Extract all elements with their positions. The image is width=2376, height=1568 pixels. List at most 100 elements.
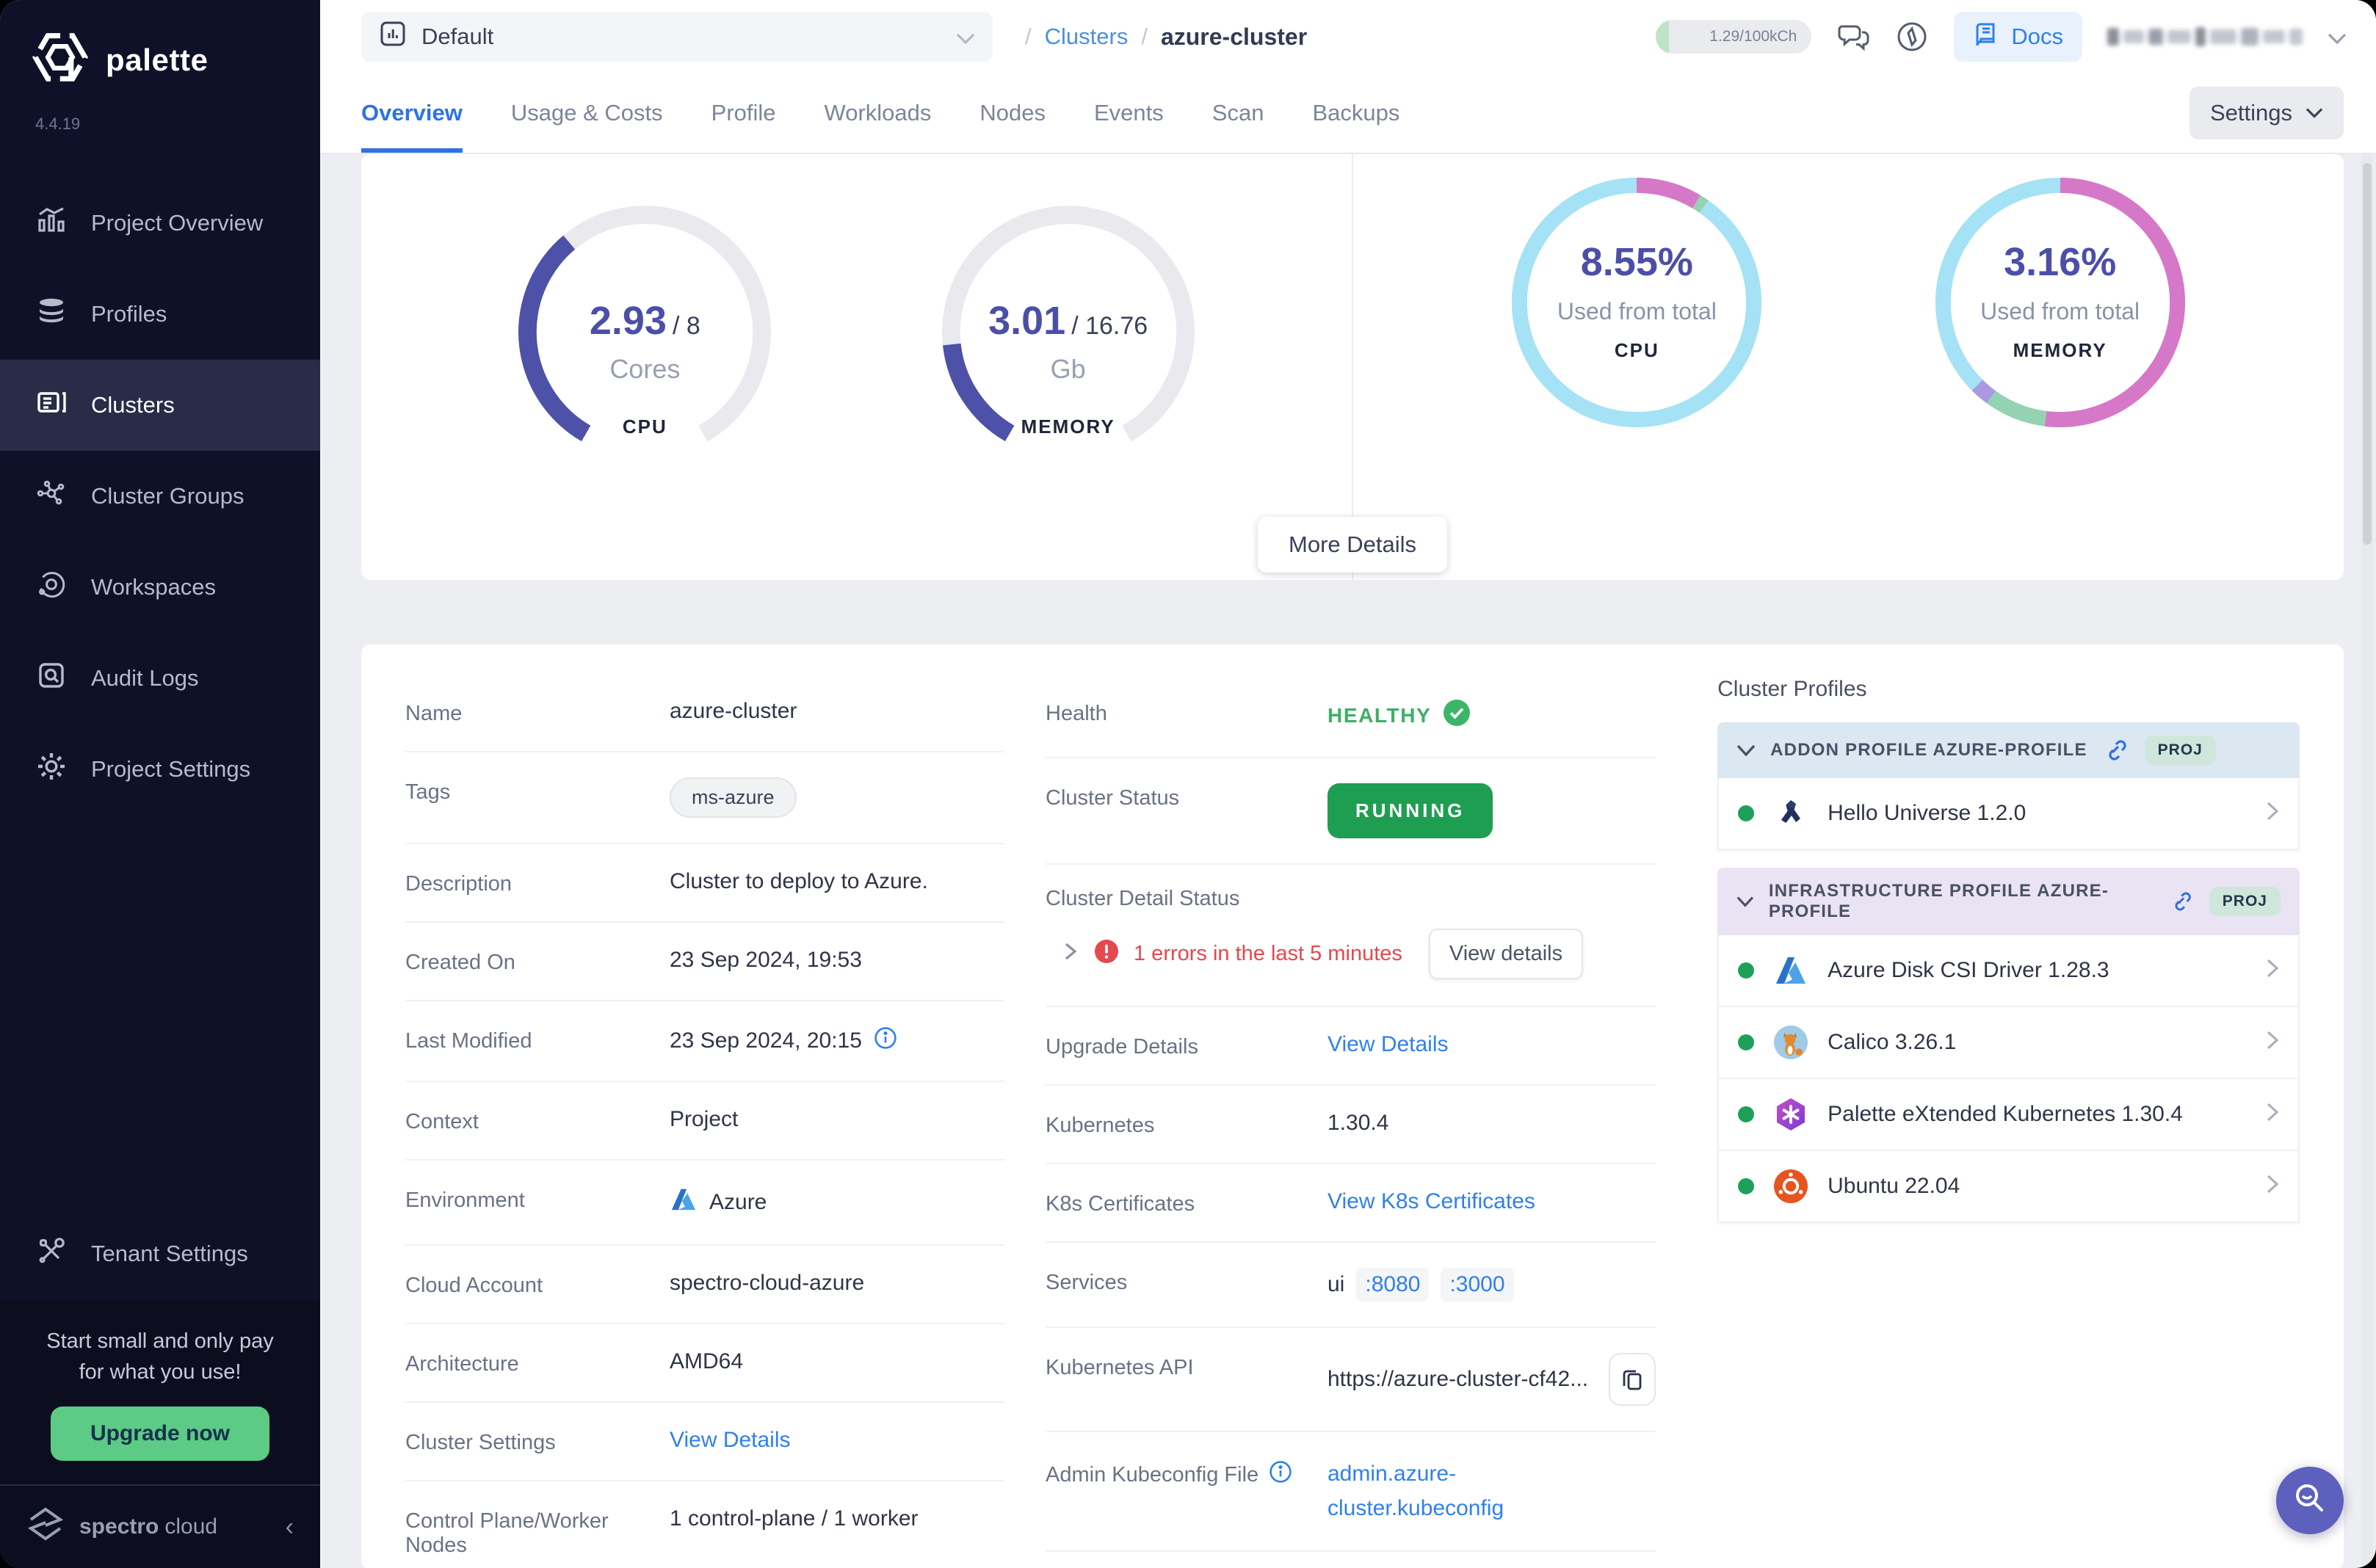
tab-usage-costs[interactable]: Usage & Costs bbox=[510, 100, 663, 126]
breadcrumb-separator: / bbox=[1141, 23, 1148, 49]
upgrade-now-button[interactable]: Upgrade now bbox=[50, 1407, 269, 1461]
azure-icon bbox=[670, 1186, 698, 1219]
sidebar-item-workspaces[interactable]: Workspaces bbox=[0, 542, 320, 633]
row-label: Cloud Account bbox=[405, 1274, 543, 1297]
memory-used-value: 3.01 bbox=[988, 299, 1066, 343]
row-label: Admin Kubeconfig File bbox=[1046, 1462, 1259, 1487]
error-view-details-button[interactable]: View details bbox=[1428, 929, 1584, 979]
collapse-sidebar-icon[interactable]: ‹ bbox=[285, 1512, 294, 1541]
user-name-redacted[interactable] bbox=[2107, 27, 2303, 46]
row-cloud-account: Cloud Account spectro-cloud-azure bbox=[405, 1246, 1004, 1324]
chevron-down-icon bbox=[956, 23, 975, 51]
feedback-chat-icon[interactable] bbox=[1836, 20, 1870, 54]
addon-profile-header[interactable]: ADDON PROFILE AZURE-PROFILE PROJ bbox=[1717, 722, 2300, 778]
calico-icon bbox=[1772, 1023, 1810, 1061]
context-value: Project bbox=[670, 1107, 739, 1131]
azure-icon bbox=[1772, 951, 1810, 990]
docs-button[interactable]: Docs bbox=[1954, 12, 2082, 62]
breadcrumb-current: azure-cluster bbox=[1160, 23, 1308, 50]
row-health: Health HEALTHY bbox=[1046, 674, 1656, 758]
row-cluster-settings: Cluster Settings View Details bbox=[405, 1403, 1004, 1481]
cluster-settings-view-details-link[interactable]: View Details bbox=[670, 1428, 791, 1452]
scrollbar[interactable] bbox=[2361, 154, 2373, 1568]
card-divider bbox=[1352, 154, 1353, 580]
pack-status-dot bbox=[1738, 1106, 1755, 1122]
service-port-link[interactable]: :8080 bbox=[1356, 1268, 1430, 1302]
cluster-name-value: azure-cluster bbox=[670, 699, 797, 723]
row-created-on: Created On 23 Sep 2024, 19:53 bbox=[405, 923, 1004, 1001]
footer-brand-secondary: cloud bbox=[164, 1514, 218, 1539]
profile-pack-row-azure-disk[interactable]: Azure Disk CSI Driver 1.28.3 bbox=[1717, 935, 2300, 1007]
user-menu-chevron-icon[interactable] bbox=[2328, 23, 2347, 51]
promo-text-line2: for what you use! bbox=[79, 1360, 242, 1384]
memory-donut-label: MEMORY bbox=[2013, 339, 2107, 361]
row-label: Health bbox=[1046, 702, 1107, 725]
sidebar-footer: spectro cloud ‹ bbox=[0, 1484, 320, 1568]
row-admin-kubeconfig: Admin Kubeconfig File admin.azure-cluste… bbox=[1046, 1432, 1656, 1552]
upgrade-view-details-link[interactable]: View Details bbox=[1328, 1032, 1449, 1056]
chevron-right-icon bbox=[2266, 1173, 2279, 1200]
copy-icon[interactable] bbox=[1609, 1353, 1656, 1406]
profile-pack-row-hello-universe[interactable]: Hello Universe 1.2.0 bbox=[1717, 778, 2300, 850]
sidebar-item-label: Cluster Groups bbox=[91, 483, 245, 509]
promo-text-line1: Start small and only pay bbox=[46, 1329, 274, 1353]
row-label: Upgrade Details bbox=[1046, 1035, 1198, 1059]
infrastructure-profile-header[interactable]: INFRASTRUCTURE PROFILE AZURE-PROFILE PRO… bbox=[1717, 868, 2300, 935]
link-icon bbox=[2109, 740, 2126, 761]
kubeconfig-download-link[interactable]: admin.azure-cluster.kubeconfig bbox=[1328, 1462, 1504, 1520]
sidebar-item-project-overview[interactable]: Project Overview bbox=[0, 178, 320, 269]
project-selector[interactable]: Default bbox=[361, 12, 993, 62]
link-icon bbox=[2175, 892, 2191, 911]
network-icon bbox=[35, 477, 68, 515]
chevron-right-icon bbox=[2266, 1029, 2279, 1056]
row-label: Context bbox=[405, 1110, 479, 1133]
tab-events[interactable]: Events bbox=[1094, 100, 1164, 126]
top-right-actions: 1.29/100kCh bbox=[1656, 12, 2347, 62]
brand-name: palette bbox=[106, 43, 209, 77]
profile-pack-row-ubuntu[interactable]: Ubuntu 22.04 bbox=[1717, 1151, 2300, 1223]
view-k8s-certificates-link[interactable]: View K8s Certificates bbox=[1328, 1189, 1535, 1213]
sidebar-item-clusters[interactable]: Clusters bbox=[0, 360, 320, 451]
row-context: Context Project bbox=[405, 1082, 1004, 1161]
architecture-value: AMD64 bbox=[670, 1349, 744, 1373]
info-icon[interactable] bbox=[874, 1026, 897, 1056]
chevron-down-icon bbox=[1736, 896, 1754, 907]
donuts-section: 8.55% Used from total CPU 3.16% Used fro… bbox=[1353, 154, 2344, 580]
sidebar-item-audit-logs[interactable]: Audit Logs bbox=[0, 633, 320, 724]
gear-icon bbox=[35, 750, 68, 788]
tab-nodes[interactable]: Nodes bbox=[979, 100, 1046, 126]
tour-compass-icon[interactable] bbox=[1895, 20, 1929, 54]
chevron-down-icon bbox=[1736, 744, 1756, 757]
tab-workloads[interactable]: Workloads bbox=[824, 100, 932, 126]
sidebar-item-label: Project Overview bbox=[91, 210, 264, 236]
cluster-status-badge[interactable]: RUNNING bbox=[1328, 783, 1493, 838]
service-port-link[interactable]: :3000 bbox=[1441, 1268, 1514, 1302]
chevron-right-icon[interactable] bbox=[1063, 940, 1079, 968]
sidebar-item-cluster-groups[interactable]: Cluster Groups bbox=[0, 451, 320, 542]
info-icon[interactable] bbox=[1269, 1460, 1292, 1489]
tab-scan[interactable]: Scan bbox=[1211, 100, 1264, 126]
tab-profile[interactable]: Profile bbox=[711, 100, 776, 126]
breadcrumb-clusters-link[interactable]: Clusters bbox=[1044, 23, 1129, 49]
app-version: 4.4.19 bbox=[35, 115, 81, 133]
tab-backups[interactable]: Backups bbox=[1312, 100, 1400, 126]
cluster-details-card: Name azure-cluster Tags ms-azure Descrip… bbox=[361, 645, 2344, 1568]
more-details-button[interactable]: More Details bbox=[1258, 517, 1447, 573]
memory-donut-caption: Used from total bbox=[1980, 298, 2140, 324]
profile-pack-row-pxk[interactable]: Palette eXtended Kubernetes 1.30.4 bbox=[1717, 1079, 2300, 1151]
row-label: Cluster Status bbox=[1046, 786, 1180, 810]
pack-name: Azure Disk CSI Driver 1.28.3 bbox=[1828, 958, 2109, 982]
profile-pack-row-calico[interactable]: Calico 3.26.1 bbox=[1717, 1007, 2300, 1079]
sidebar-item-label: Tenant Settings bbox=[91, 1240, 248, 1266]
sidebar-item-project-settings[interactable]: Project Settings bbox=[0, 724, 320, 815]
search-fab-button[interactable] bbox=[2276, 1467, 2344, 1534]
chevron-right-icon bbox=[2266, 957, 2279, 984]
settings-dropdown-button[interactable]: Settings bbox=[2189, 87, 2344, 139]
sidebar-item-profiles[interactable]: Profiles bbox=[0, 269, 320, 360]
sidebar-item-tenant-settings[interactable]: Tenant Settings bbox=[0, 1208, 320, 1299]
row-label: K8s Certificates bbox=[1046, 1192, 1195, 1216]
tab-overview[interactable]: Overview bbox=[361, 73, 463, 153]
row-kubernetes: Kubernetes 1.30.4 bbox=[1046, 1086, 1656, 1164]
row-services: Services ui :8080 :3000 bbox=[1046, 1243, 1656, 1328]
cpu-used-value: 2.93 bbox=[589, 299, 667, 343]
